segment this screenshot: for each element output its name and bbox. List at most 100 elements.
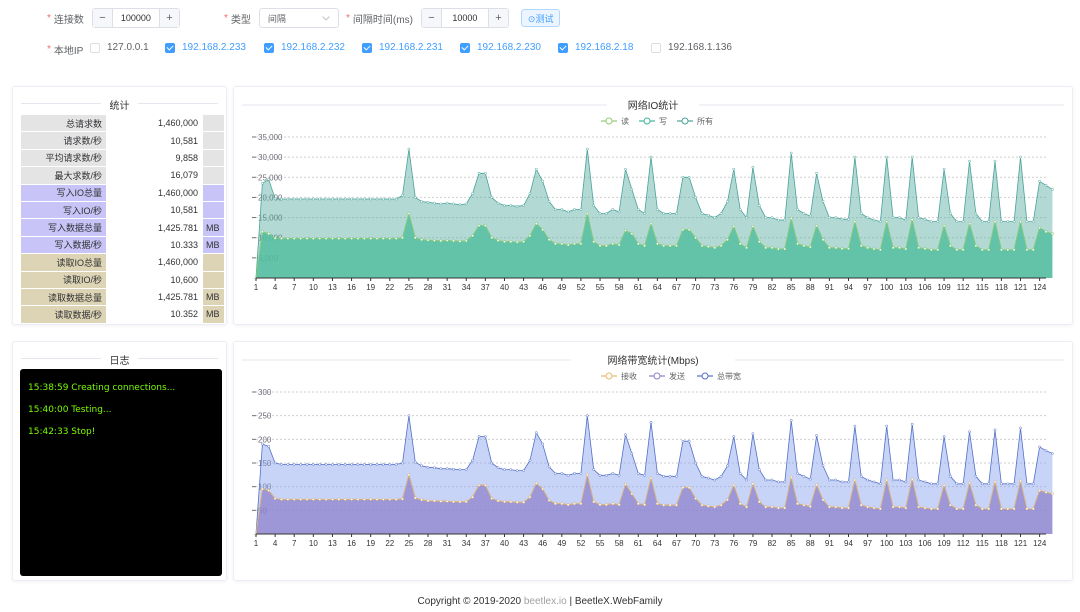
data-point [477, 483, 481, 487]
data-point [1019, 426, 1022, 430]
data-point [662, 474, 666, 478]
checkbox-icon[interactable] [90, 42, 100, 53]
data-point [311, 498, 315, 501]
stats-unit [202, 253, 225, 272]
data-point [484, 435, 487, 438]
stats-value: 10.333 [106, 235, 203, 255]
data-point [706, 213, 710, 217]
io-chart: 网络IO统计读写所有5,00010,00015,00020,00025,0003… [242, 99, 1064, 292]
data-point [872, 480, 876, 484]
data-point [885, 220, 889, 223]
data-point [636, 242, 640, 246]
data-point [1044, 183, 1048, 187]
stats-label: 最大求数/秒 [20, 166, 107, 185]
data-point [617, 210, 621, 214]
data-point [337, 197, 341, 201]
ip-checkbox-2[interactable]: 192.168.2.232 [264, 42, 345, 53]
ip-checkbox-5[interactable]: 192.168.2.18 [558, 42, 633, 53]
data-point [413, 496, 417, 500]
checkbox-icon[interactable] [264, 42, 274, 53]
x-tick-label: 1 [254, 283, 259, 292]
interval-increment-button[interactable]: + [487, 9, 508, 27]
data-point [592, 468, 596, 471]
data-point [764, 216, 768, 219]
connections-decrement-button[interactable]: − [92, 9, 113, 27]
x-tick-label: 7 [292, 539, 297, 548]
data-point [375, 197, 379, 201]
ip-checkbox-3[interactable]: 192.168.2.231 [362, 42, 443, 53]
data-point [821, 238, 825, 242]
data-point [789, 419, 793, 422]
data-point [649, 476, 653, 480]
test-button[interactable]: ⊙测试 [520, 9, 561, 27]
stats-value: 10,600 [106, 270, 203, 289]
data-point [471, 495, 474, 499]
x-tick-label: 49 [557, 283, 566, 292]
ip-checkbox-4[interactable]: 192.168.2.230 [460, 42, 541, 53]
data-point [942, 224, 946, 227]
data-point [1000, 220, 1003, 223]
footer-link[interactable]: beetlex.io [523, 596, 567, 607]
legend-label: 总带宽 [717, 371, 741, 381]
data-point [917, 478, 920, 482]
ip-checkbox-0[interactable]: 127.0.0.1 [90, 42, 149, 53]
data-point [968, 430, 971, 434]
x-tick-label: 103 [899, 283, 913, 292]
stats-label: 读取IO总量 [20, 253, 107, 272]
x-tick-label: 43 [519, 283, 528, 292]
data-point [726, 464, 729, 468]
data-point [923, 480, 927, 484]
data-point [324, 498, 328, 501]
data-point [605, 473, 608, 477]
data-point [573, 472, 576, 475]
data-point [267, 177, 271, 181]
x-tick-label: 1 [254, 539, 259, 548]
data-point [286, 463, 290, 466]
checkbox-icon[interactable] [651, 42, 661, 53]
data-point [1044, 449, 1048, 453]
data-point [624, 433, 627, 436]
data-point [636, 502, 640, 506]
checkbox-icon[interactable] [460, 42, 470, 53]
x-tick-label: 13 [328, 283, 337, 292]
interval-decrement-button[interactable]: − [421, 9, 442, 27]
ip-checkbox-6[interactable]: 192.168.1.136 [651, 42, 732, 53]
x-tick-label: 46 [538, 283, 547, 292]
data-point [828, 505, 831, 509]
checkbox-icon[interactable] [362, 42, 372, 53]
data-point [757, 500, 761, 504]
data-point [579, 208, 583, 211]
data-point [713, 478, 717, 482]
checkbox-icon[interactable] [165, 42, 175, 53]
data-point [1019, 155, 1022, 159]
data-point [783, 506, 787, 510]
connections-input[interactable]: 100000 [120, 13, 151, 23]
data-point [439, 499, 443, 503]
data-point [802, 474, 806, 478]
data-point [840, 247, 844, 250]
checkbox-icon[interactable] [558, 42, 568, 53]
data-point [337, 498, 341, 501]
data-point [630, 452, 634, 455]
data-point [324, 237, 328, 240]
data-point [987, 507, 991, 511]
data-point [815, 483, 818, 487]
interval-input[interactable]: 10000 [452, 13, 478, 23]
data-point [764, 246, 768, 250]
data-point [840, 506, 844, 510]
data-point [261, 181, 264, 185]
x-tick-label: 73 [710, 539, 719, 548]
ip-checkbox-1[interactable]: 192.168.2.233 [165, 42, 246, 53]
type-select[interactable]: 间隔 [258, 8, 339, 28]
data-point [280, 498, 283, 501]
data-point [528, 495, 532, 499]
stats-label: 请求数/秒 [20, 131, 107, 150]
data-point [356, 463, 360, 466]
legend-marker [681, 117, 689, 125]
connections-increment-button[interactable]: + [158, 9, 179, 27]
log-line: 15:38:59 Creating connections... [28, 383, 176, 393]
data-point [770, 216, 774, 219]
data-point [700, 474, 704, 478]
x-tick-label: 76 [729, 283, 738, 292]
ip-label: 192.168.1.136 [668, 42, 732, 53]
